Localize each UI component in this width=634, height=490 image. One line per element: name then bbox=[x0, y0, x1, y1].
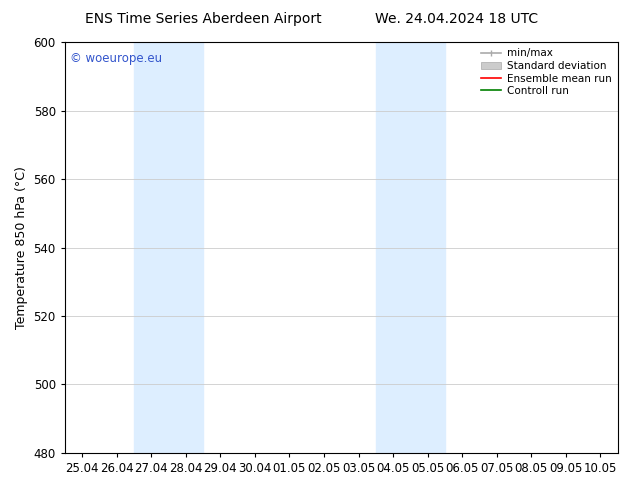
Y-axis label: Temperature 850 hPa (°C): Temperature 850 hPa (°C) bbox=[15, 166, 28, 329]
Text: ENS Time Series Aberdeen Airport: ENS Time Series Aberdeen Airport bbox=[84, 12, 321, 26]
Text: © woeurope.eu: © woeurope.eu bbox=[70, 52, 162, 65]
Bar bbox=[376, 42, 445, 453]
Bar bbox=[134, 42, 203, 453]
Legend: min/max, Standard deviation, Ensemble mean run, Controll run: min/max, Standard deviation, Ensemble me… bbox=[477, 44, 616, 100]
Text: We. 24.04.2024 18 UTC: We. 24.04.2024 18 UTC bbox=[375, 12, 538, 26]
